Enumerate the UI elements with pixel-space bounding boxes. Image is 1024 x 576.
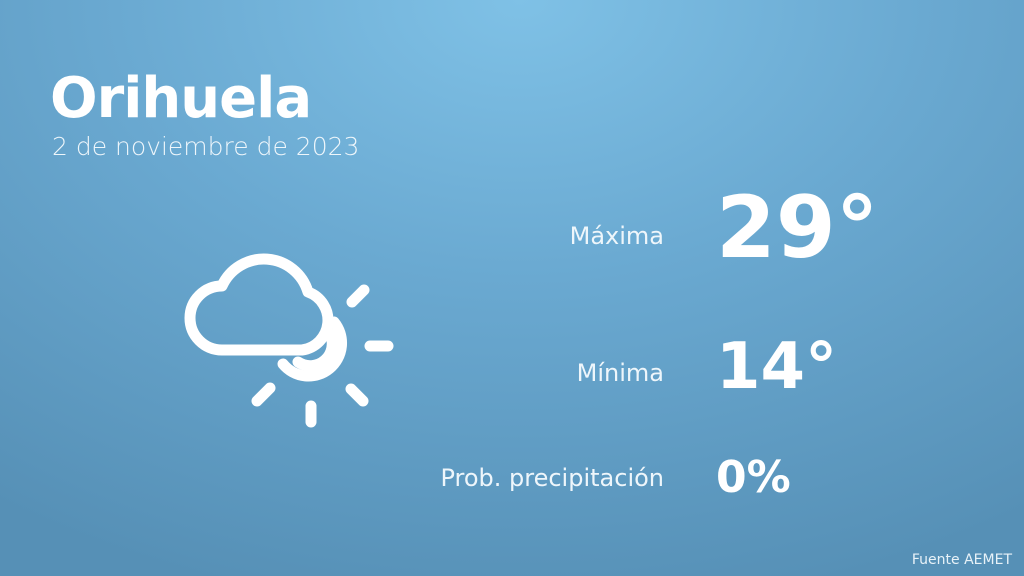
- city-title: Orihuela: [50, 66, 312, 131]
- forecast-date: 2 de noviembre de 2023: [52, 132, 360, 161]
- source-credit: Fuente AEMET: [911, 552, 1012, 568]
- min-temperature: 14°: [716, 330, 838, 404]
- max-label: Máxima: [569, 222, 664, 250]
- precip-label: Prob. precipitación: [440, 464, 664, 492]
- max-temperature: 29°: [716, 178, 879, 278]
- precip-value: 0%: [716, 452, 791, 503]
- min-label: Mínima: [576, 359, 664, 387]
